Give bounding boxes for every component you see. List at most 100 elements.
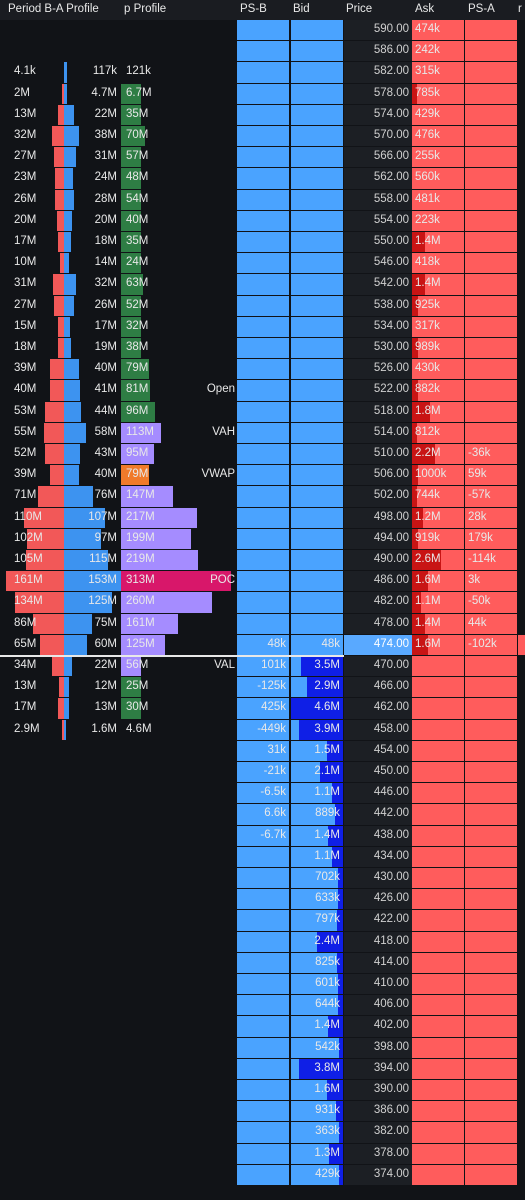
ps-a-cell[interactable] — [465, 528, 517, 549]
ps-b-cell[interactable] — [237, 168, 289, 189]
price-cell[interactable] — [344, 740, 412, 761]
ps-a-cell[interactable] — [465, 1143, 517, 1164]
header-ps-a[interactable]: PS-A — [468, 3, 495, 15]
ps-a-cell[interactable] — [465, 295, 517, 316]
ask-cell[interactable] — [412, 422, 464, 443]
ps-b-cell[interactable] — [237, 592, 289, 613]
price-cell[interactable] — [344, 613, 412, 634]
bid-cell[interactable] — [291, 295, 343, 316]
ps-a-cell[interactable] — [465, 41, 517, 62]
ps-b-cell[interactable] — [237, 974, 289, 995]
ladder-row[interactable]: 86M 75M 161M 478.00 1.4M 44k — [0, 613, 525, 635]
ps-b-cell[interactable] — [237, 295, 289, 316]
ask-cell[interactable] — [412, 253, 464, 274]
ladder-row[interactable]: 13M 12M 25M -125k 2.9M 466.00 — [0, 677, 525, 698]
price-cell[interactable] — [344, 401, 412, 422]
ps-b-cell[interactable] — [237, 740, 289, 761]
ps-a-cell[interactable] — [465, 83, 517, 104]
ps-b-cell[interactable] — [237, 783, 289, 804]
ladder-row[interactable]: 601k 410.00 — [0, 974, 525, 995]
ask-cell[interactable] — [412, 889, 464, 910]
ladder-row[interactable]: 31k 1.5M 454.00 — [0, 740, 525, 762]
ps-a-cell[interactable] — [465, 592, 517, 613]
ps-a-cell[interactable] — [465, 1101, 517, 1122]
ask-cell[interactable] — [412, 338, 464, 359]
ps-b-cell[interactable] — [237, 83, 289, 104]
ask-cell[interactable] — [412, 359, 464, 380]
ask-cell[interactable] — [412, 316, 464, 337]
ps-a-cell[interactable] — [465, 62, 517, 83]
ask-cell[interactable] — [412, 1143, 464, 1164]
ladder-row[interactable]: 17M 13M 30M 425k 4.6M 462.00 — [0, 698, 525, 719]
bid-cell[interactable] — [291, 62, 343, 83]
ask-cell[interactable] — [412, 486, 464, 507]
ask-cell[interactable] — [412, 528, 464, 549]
ask-cell[interactable] — [412, 783, 464, 804]
price-cell[interactable] — [344, 359, 412, 380]
ladder-row[interactable]: 110M 107M 217M 498.00 1.2M 28k — [0, 507, 525, 529]
ps-a-cell[interactable] — [465, 380, 517, 401]
price-cell[interactable] — [344, 104, 412, 125]
ladder-row[interactable]: 1.6M 390.00 — [0, 1080, 525, 1101]
ladder-row[interactable]: 702k 430.00 — [0, 868, 525, 889]
ladder-row[interactable]: 53M 44M 96M 518.00 1.8M — [0, 401, 525, 423]
ladder-row[interactable]: 2.4M 418.00 — [0, 931, 525, 953]
ps-a-cell[interactable] — [465, 634, 517, 655]
ps-a-cell[interactable] — [465, 550, 517, 571]
ps-b-cell[interactable] — [237, 465, 289, 486]
ask-cell[interactable] — [412, 1058, 464, 1079]
ps-b-cell[interactable] — [237, 868, 289, 889]
ps-a-cell[interactable] — [465, 338, 517, 359]
ask-cell[interactable] — [412, 656, 464, 677]
ask-cell[interactable] — [412, 804, 464, 825]
price-cell[interactable] — [344, 656, 412, 677]
ladder-row[interactable]: 590.00 474k — [0, 20, 525, 41]
ladder-row[interactable]: 27M 26M 52M 538.00 925k — [0, 295, 525, 317]
ps-b-cell[interactable] — [237, 20, 289, 41]
price-cell[interactable] — [344, 825, 412, 846]
ps-a-cell[interactable] — [465, 1164, 517, 1185]
price-cell[interactable] — [344, 889, 412, 910]
ladder-row[interactable]: 105M 115M 219M 490.00 2.6M -114k — [0, 550, 525, 571]
ladder-row[interactable]: 17M 18M 35M 550.00 1.4M — [0, 232, 525, 253]
ps-b-cell[interactable] — [237, 274, 289, 295]
bid-cell[interactable] — [291, 338, 343, 359]
ps-a-cell[interactable] — [465, 253, 517, 274]
ladder-row[interactable]: 23M 24M 48M 562.00 560k — [0, 168, 525, 189]
bid-cell[interactable] — [291, 168, 343, 189]
price-cell[interactable] — [344, 20, 412, 41]
ps-b-cell[interactable] — [237, 804, 289, 825]
ask-cell[interactable] — [412, 83, 464, 104]
ask-cell[interactable] — [412, 868, 464, 889]
ladder-row[interactable]: 39M 40M 79M 526.00 430k — [0, 359, 525, 380]
bid-cell[interactable] — [291, 486, 343, 507]
ladder-row[interactable]: 71M 76M 147M 502.00 744k -57k — [0, 486, 525, 507]
bid-cell[interactable] — [291, 571, 343, 592]
ladder-row[interactable]: 2.9M 1.6M 4.6M -449k 3.9M 458.00 — [0, 719, 525, 741]
ps-b-cell[interactable] — [237, 846, 289, 867]
header-ba-profile[interactable]: Period B-A Profile — [8, 3, 99, 15]
ps-b-cell[interactable] — [237, 1037, 289, 1058]
price-cell[interactable] — [344, 486, 412, 507]
ps-b-cell[interactable] — [237, 401, 289, 422]
price-cell[interactable] — [344, 189, 412, 210]
ps-b-cell[interactable] — [237, 507, 289, 528]
price-cell[interactable] — [344, 910, 412, 931]
ladder-row[interactable]: 15M 17M 32M 534.00 317k — [0, 316, 525, 338]
ask-cell[interactable] — [412, 740, 464, 761]
ps-b-cell[interactable] — [237, 571, 289, 592]
ps-b-cell[interactable] — [237, 486, 289, 507]
ask-cell[interactable] — [412, 104, 464, 125]
ladder-row[interactable]: 429k 374.00 — [0, 1164, 525, 1186]
ps-a-cell[interactable] — [465, 846, 517, 867]
bid-cell[interactable] — [291, 401, 343, 422]
ps-b-cell[interactable] — [237, 232, 289, 253]
bid-cell[interactable] — [291, 613, 343, 634]
bid-cell[interactable] — [291, 910, 343, 931]
ps-a-cell[interactable] — [465, 274, 517, 295]
price-cell[interactable] — [344, 126, 412, 147]
ps-b-cell[interactable] — [237, 656, 289, 677]
ps-a-cell[interactable] — [465, 20, 517, 41]
ladder-row[interactable]: 134M 125M 260M 482.00 1.1M -50k — [0, 592, 525, 613]
price-cell[interactable] — [344, 274, 412, 295]
